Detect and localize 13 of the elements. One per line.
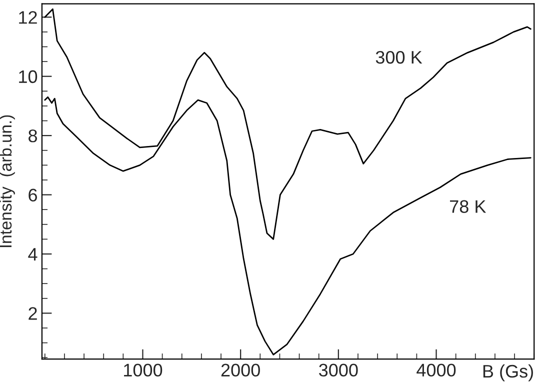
x-tick-label: 3000 [319, 364, 358, 377]
y-tick-label: 8 [28, 129, 38, 142]
y-tick-label: 6 [28, 188, 38, 202]
x-axis-title: B (Gs) [483, 364, 533, 382]
x-tick-label: 2000 [221, 364, 260, 377]
y-tick-label: 2 [28, 307, 37, 320]
annotation: 78 K [450, 200, 486, 213]
y-tick-label: 12 [19, 11, 37, 24]
y-tick-label: 4 [28, 248, 38, 261]
annotation: 300 K [376, 50, 422, 64]
x-tick-label: 4000 [416, 364, 456, 377]
y-tick-label: 10 [19, 70, 38, 84]
x-tick-label: 1000 [124, 364, 162, 377]
